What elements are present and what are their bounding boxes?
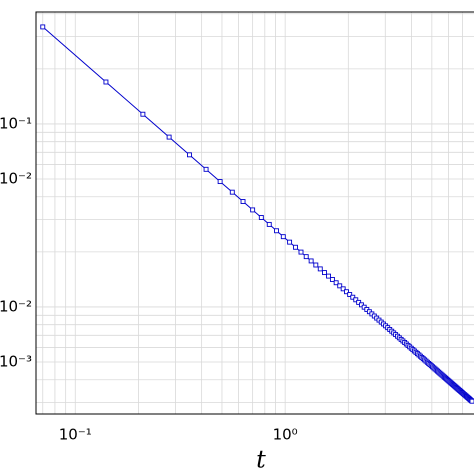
marker: [329, 277, 335, 282]
marker: [322, 270, 327, 276]
marker: [317, 266, 323, 272]
marker: [333, 280, 339, 286]
marker: [274, 228, 279, 234]
marker: [353, 297, 359, 303]
marker: [229, 189, 235, 195]
marker: [187, 152, 192, 158]
marker: [308, 258, 314, 264]
marker: [347, 292, 353, 297]
marker: [266, 221, 272, 227]
marker: [250, 207, 256, 213]
marker: [469, 398, 474, 404]
marker: [240, 199, 246, 204]
marker: [140, 111, 146, 117]
marker: [344, 289, 349, 295]
plot-frame: [35, 11, 474, 415]
y-tick-label: 5×10⁻³: [0, 353, 32, 371]
marker: [303, 254, 309, 260]
x-tick-label: 10⁰: [273, 426, 298, 444]
marker: [337, 283, 343, 289]
marker: [217, 179, 223, 185]
marker: [326, 273, 332, 279]
x-axis-label: t: [256, 446, 266, 474]
marker: [293, 244, 298, 250]
y-tick-label: 10⁻¹: [0, 114, 32, 132]
marker: [298, 249, 304, 255]
marker: [203, 166, 209, 172]
marker: [340, 286, 346, 292]
marker: [103, 79, 109, 85]
marker: [350, 294, 356, 300]
y-tick-label: 10⁻²: [0, 297, 32, 315]
marker: [280, 234, 286, 240]
marker: [166, 134, 172, 140]
y-tick-label: 5×10⁻²: [0, 170, 32, 188]
marker: [258, 215, 264, 220]
x-tick-label: 10⁻¹: [59, 426, 92, 444]
marker: [40, 24, 46, 30]
marker: [313, 262, 319, 268]
marker: [287, 239, 293, 245]
